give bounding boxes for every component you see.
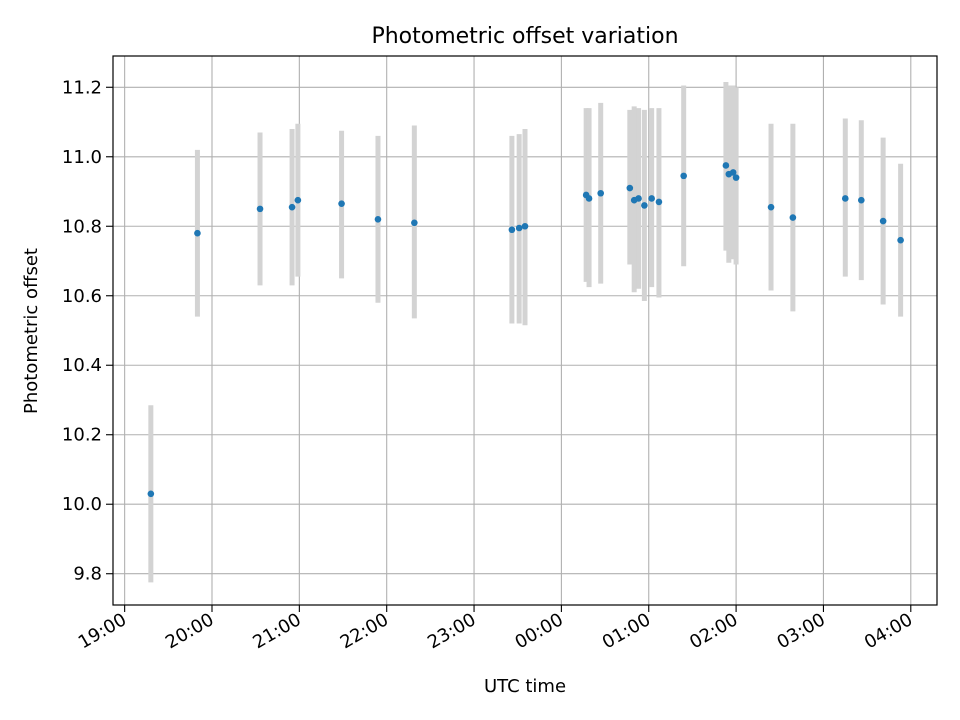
x-axis: 19:00 20:00 21:00 22:00 23:00 00:00 01:00 02:00… xyxy=(75,605,916,653)
y-tick-label: 10.6 xyxy=(62,286,102,307)
data-point xyxy=(655,198,663,206)
y-tick-label: 10.2 xyxy=(62,425,102,446)
data-point xyxy=(729,169,737,176)
x-tick-label: 04:00 xyxy=(861,609,916,653)
data-point xyxy=(767,203,775,211)
x-axis-label: UTC time xyxy=(484,676,566,697)
data-point xyxy=(732,174,740,181)
data-point xyxy=(857,196,865,204)
data-point xyxy=(641,202,648,209)
data-points xyxy=(147,162,904,498)
x-tick-label: 23:00 xyxy=(424,609,479,653)
x-tick-label: 00:00 xyxy=(511,609,566,653)
y-tick-label: 10.8 xyxy=(62,216,102,237)
x-tick-label: 01:00 xyxy=(599,609,654,653)
y-tick-label: 9.8 xyxy=(73,564,102,585)
data-point xyxy=(338,200,345,207)
y-axis: 9.8 10.0 10.2 10.4 10.6 10.8 11.0 11.2 xyxy=(62,77,113,585)
x-tick-label: 03:00 xyxy=(774,609,829,653)
chart-title: Photometric offset variation xyxy=(371,24,678,49)
data-point xyxy=(722,162,730,169)
y-tick-label: 11.0 xyxy=(62,147,102,168)
data-point xyxy=(294,196,302,204)
plot-frame xyxy=(112,55,938,606)
y-axis-label: Photometric offset xyxy=(21,248,42,414)
x-tick-label: 21:00 xyxy=(249,609,304,653)
data-point xyxy=(515,224,523,232)
data-point xyxy=(597,189,605,197)
y-tick-label: 11.2 xyxy=(62,77,102,98)
data-point xyxy=(648,195,655,202)
data-point xyxy=(626,184,634,192)
data-point xyxy=(635,195,642,202)
data-point xyxy=(789,214,797,221)
data-point xyxy=(147,490,155,498)
x-tick-label: 22:00 xyxy=(337,609,392,653)
x-tick-label: 19:00 xyxy=(75,609,130,653)
data-point xyxy=(288,203,296,211)
data-point xyxy=(521,222,529,230)
data-point xyxy=(508,226,516,234)
data-point xyxy=(411,219,418,227)
x-tick-label: 20:00 xyxy=(162,609,217,653)
data-point xyxy=(374,216,382,223)
data-point xyxy=(256,205,264,213)
data-point xyxy=(841,195,849,202)
data-point xyxy=(879,217,887,225)
data-point xyxy=(897,236,904,244)
data-point xyxy=(585,195,593,202)
x-tick-label: 02:00 xyxy=(686,609,741,653)
y-tick-label: 10.0 xyxy=(62,494,102,515)
y-tick-label: 10.4 xyxy=(62,355,102,376)
data-point xyxy=(194,229,201,237)
data-point xyxy=(680,172,687,180)
